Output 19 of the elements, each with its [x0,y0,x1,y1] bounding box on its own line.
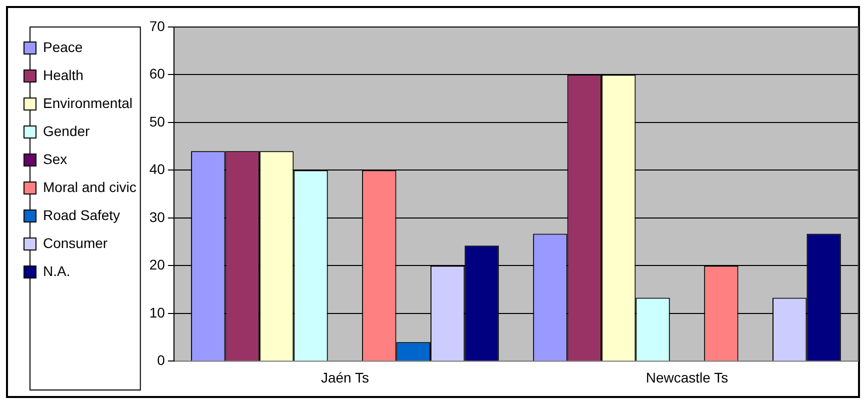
legend-label: N.A. [43,262,70,279]
y-tick-label: 30 [149,208,166,225]
legend-label: Consumer [43,234,108,251]
legend-label: Gender [43,122,90,139]
legend-label: Sex [43,150,68,167]
y-tick-label: 0 [157,352,166,368]
legend-label: Environmental [43,94,132,111]
y-tick-label: 50 [149,113,166,130]
y-tick-label: 10 [149,304,166,320]
x-tick-label: Newcastle Ts [646,369,728,386]
legend-label: Moral and civic [43,178,136,195]
legend-label: Peace [43,38,83,55]
y-tick-label: 60 [149,66,166,82]
legend-label: Road Safety [43,206,120,223]
x-tick-label: Jaén Ts [320,369,369,386]
y-tick-label: 20 [149,256,166,273]
y-tick-label: 40 [149,161,166,178]
legend-label: Health [43,66,84,83]
y-tick-label: 70 [149,18,166,34]
